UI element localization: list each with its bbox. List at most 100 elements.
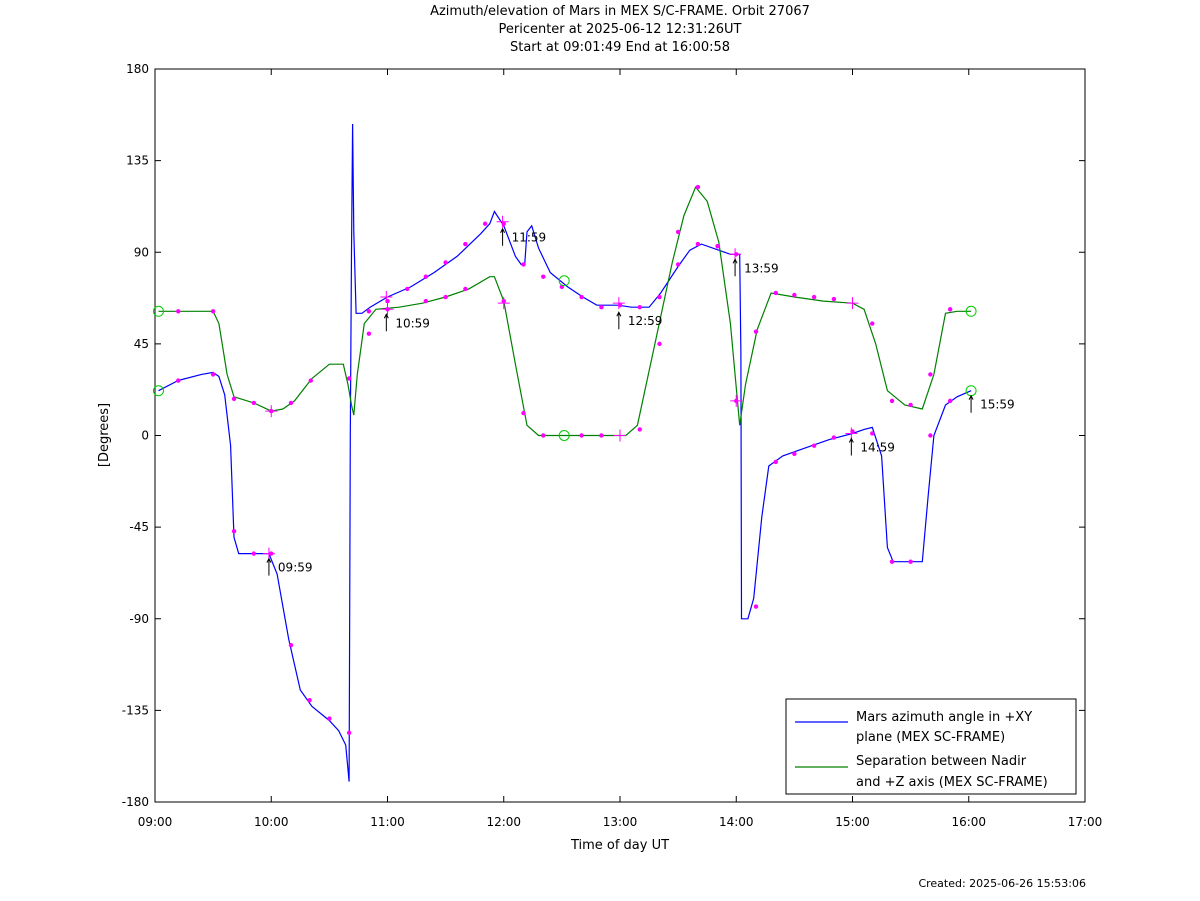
annotation-label: 10:59 — [395, 316, 430, 330]
series-line-separation — [158, 185, 972, 437]
annotation-label: 13:59 — [744, 261, 779, 275]
sample-marker — [637, 427, 642, 432]
sample-marker — [947, 398, 953, 404]
sample-marker — [715, 243, 720, 249]
sample-marker — [599, 305, 604, 310]
sample-marker — [251, 400, 257, 406]
x-axis-label: Time of day UT — [570, 838, 669, 853]
sample-marker — [231, 396, 237, 402]
sample-marker — [443, 294, 448, 300]
annotation-label: 15:59 — [980, 398, 1015, 412]
sample-marker — [695, 241, 701, 247]
sample-marker — [176, 309, 181, 314]
endpoint-marker — [152, 385, 164, 397]
sample-marker — [251, 551, 257, 556]
sample-marker — [541, 274, 546, 279]
sample-marker — [870, 321, 875, 326]
legend-label-separation-1: Separation between Nadir — [856, 754, 1027, 769]
sample-marker — [231, 528, 237, 534]
sample-marker — [482, 221, 488, 226]
sample-marker — [811, 443, 817, 448]
sample-marker — [579, 294, 584, 300]
annotation-label: 11:59 — [512, 231, 547, 245]
y-tick-label: 90 — [134, 245, 149, 259]
x-tick-label: 14:00 — [719, 815, 754, 829]
x-tick-label: 10:00 — [254, 815, 289, 829]
chart-title-line-1: Azimuth/elevation of Mars in MEX S/C-FRA… — [430, 4, 810, 19]
sample-marker — [773, 459, 778, 465]
sample-marker — [405, 286, 410, 292]
legend-box — [785, 698, 1077, 795]
sample-marker — [753, 604, 759, 609]
sample-marker — [307, 697, 312, 703]
legend-label-separation-2: and +Z axis (MEX SC-FRAME) — [856, 775, 1048, 790]
hour-cross-marker — [614, 429, 626, 442]
y-tick-label: 180 — [126, 62, 149, 76]
annotation-label: 14:59 — [860, 440, 895, 454]
sample-marker — [346, 730, 352, 735]
annotation-arrow — [732, 258, 738, 277]
sample-marker — [675, 229, 681, 235]
sample-marker — [521, 410, 526, 416]
axis-ticks: 09:00 10:00 11:00 12:00 13:00 14:00 15:00 16:00… — [122, 62, 1103, 829]
sample-marker — [908, 402, 913, 408]
annotation-arrow — [500, 227, 506, 246]
series-layer — [158, 123, 972, 782]
sample-marker — [753, 329, 759, 334]
legend-label-azimuth-1: Mars azimuth angle in +XY — [856, 710, 1032, 725]
chart-title-line-3: Start at 09:01:49 End at 16:00:58 — [509, 40, 731, 55]
series-line-azimuth — [158, 123, 972, 782]
sample-marker — [463, 241, 468, 247]
sample-marker — [308, 378, 313, 383]
sample-marker — [889, 559, 895, 564]
sample-marker — [210, 372, 216, 377]
hour-cross-marker — [730, 394, 743, 407]
endpoint-marker — [558, 275, 570, 287]
y-tick-label: 135 — [126, 154, 149, 168]
sample-marker — [346, 376, 352, 381]
y-tick-label: -45 — [129, 520, 149, 534]
hour-cross-marker — [381, 303, 394, 316]
sample-marker — [579, 433, 584, 438]
x-tick-label: 13:00 — [603, 815, 638, 829]
sample-marker — [521, 262, 526, 267]
endpoint-marker — [965, 305, 977, 317]
sample-marker — [675, 262, 681, 267]
sample-marker — [423, 274, 429, 279]
legend: Mars azimuth angle in +XY plane (MEX SC-… — [785, 698, 1077, 795]
legend-label-azimuth-2: plane (MEX SC-FRAME) — [856, 730, 1005, 745]
annotation-layer: 09:59 10:59 11:59 12:59 13:59 14:59 15:59 — [266, 227, 1015, 576]
sample-marker — [928, 433, 933, 438]
x-tick-label: 09:00 — [138, 815, 173, 829]
sample-marker — [928, 372, 933, 377]
y-tick-label: -180 — [122, 795, 149, 809]
x-tick-label: 15:00 — [835, 815, 870, 829]
sample-marker — [811, 294, 817, 300]
sample-marker — [792, 292, 797, 298]
annotation-arrow — [848, 437, 854, 456]
hour-cross-marker — [612, 297, 625, 310]
endpoint-marker — [152, 305, 164, 317]
sample-marker — [657, 341, 662, 347]
sample-marker — [327, 716, 332, 721]
annotation-label: 09:59 — [278, 561, 313, 575]
sample-marker — [423, 298, 429, 304]
sample-marker — [288, 643, 294, 648]
sample-marker — [695, 184, 701, 190]
sample-marker — [831, 296, 837, 302]
endpoint-marker — [558, 430, 570, 441]
hour-cross-marker — [265, 405, 278, 418]
y-tick-label: 45 — [134, 337, 149, 351]
annotation-label: 12:59 — [628, 314, 663, 328]
hour-cross-marker — [497, 297, 510, 310]
sample-marker — [366, 331, 372, 336]
created-timestamp: Created: 2025-06-26 15:53:06 — [918, 877, 1086, 890]
y-tick-label: 0 — [141, 429, 149, 443]
hour-cross-marker — [380, 291, 393, 304]
sample-marker — [463, 286, 468, 292]
sample-marker — [637, 305, 642, 310]
sample-marker — [947, 307, 953, 312]
sample-marker — [541, 433, 546, 438]
sample-marker — [870, 431, 875, 436]
chart-title-line-2: Pericenter at 2025-06-12 12:31:26UT — [498, 22, 742, 37]
